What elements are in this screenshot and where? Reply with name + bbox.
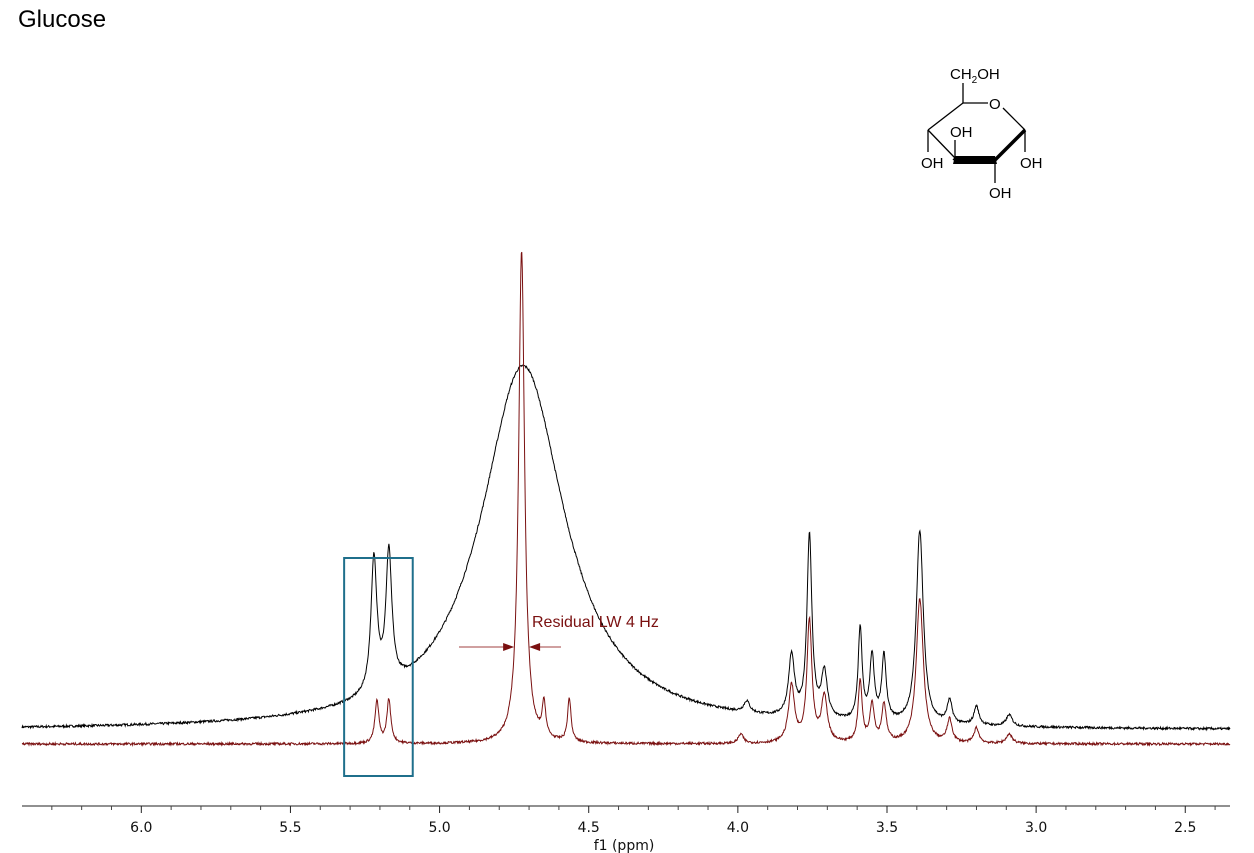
- x-axis-label: f1 (ppm): [594, 838, 655, 853]
- linewidth-annotation: Residual LW 4 Hz: [459, 614, 659, 651]
- x-tick-label: 5.0: [428, 820, 450, 836]
- x-tick-label: 2.5: [1174, 820, 1196, 836]
- structure-oh-top: OH: [950, 124, 973, 141]
- chart-title: Glucose: [18, 6, 107, 33]
- glucose-structure: CH2OH O OH OH OH OH: [921, 66, 1043, 202]
- arrow-left-head: [503, 643, 515, 651]
- spectrum-series-original: [21, 364, 1231, 732]
- x-tick-label: 3.0: [1025, 820, 1047, 836]
- x-tick-label: 4.5: [578, 820, 600, 836]
- arrow-right-head: [529, 643, 541, 651]
- annotation-residual-lw: Residual LW 4 Hz: [532, 614, 659, 631]
- structure-oh-right: OH: [1020, 155, 1043, 172]
- doublet-highlight-box: [343, 557, 414, 777]
- x-tick-label: 6.0: [130, 820, 152, 836]
- x-axis: 6.0 5.5 5.0 4.5 4.0 3.5 3.0 2.5: [22, 805, 1230, 836]
- structure-ch2oh: CH2OH: [950, 66, 1000, 86]
- x-tick-label: 4.0: [727, 820, 749, 836]
- structure-ring-o: O: [989, 96, 1001, 113]
- x-tick-label: 3.5: [876, 820, 898, 836]
- x-tick-label: 5.5: [279, 820, 301, 836]
- spectrum-series-processed: [21, 251, 1231, 748]
- structure-oh-left: OH: [921, 155, 944, 172]
- series-layer: [21, 251, 1231, 748]
- structure-oh-bottom: OH: [989, 185, 1012, 202]
